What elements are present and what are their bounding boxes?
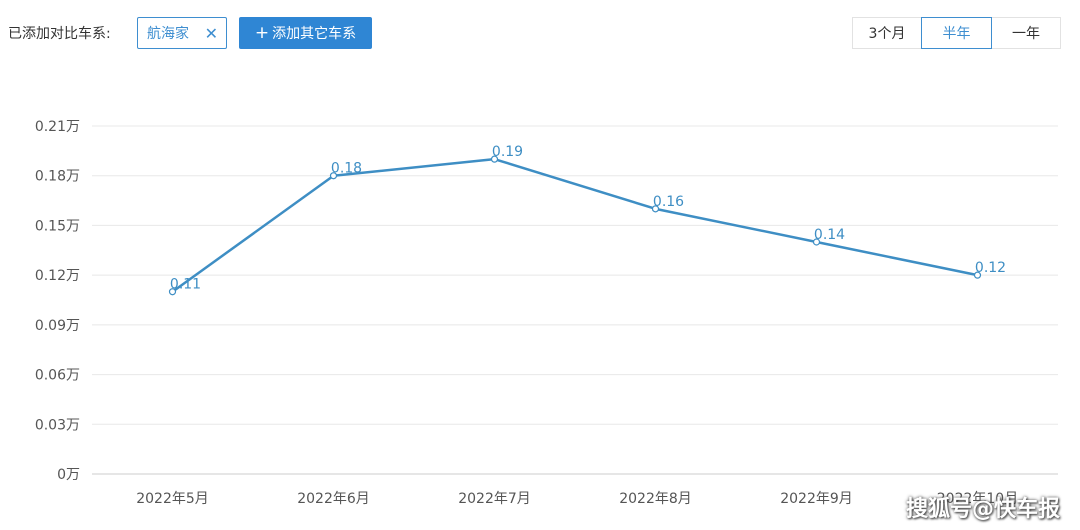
data-label: 0.16	[653, 194, 684, 210]
series-chip-hanghaijia[interactable]: 航海家 ✕	[137, 17, 227, 49]
y-tick-label: 0.12万	[35, 268, 80, 284]
data-point	[490, 155, 499, 163]
data-point	[329, 172, 338, 180]
series-line	[171, 157, 978, 293]
data-point	[651, 205, 660, 213]
data-point	[973, 271, 982, 279]
watermark: 搜狐号@快车报	[906, 497, 1061, 522]
x-tick-label: 2022年7月	[458, 491, 531, 507]
y-tick-label: 0.09万	[35, 318, 80, 334]
add-series-button[interactable]: + 添加其它车系	[239, 17, 372, 49]
added-series-label: 已添加对比车系:	[8, 26, 111, 42]
time-range-selector: 3个月 半年 一年	[852, 17, 1061, 49]
data-point	[812, 238, 821, 246]
x-tick-label: 2022年9月	[780, 491, 853, 507]
series-chip-label: 航海家	[147, 26, 189, 42]
range-half-year-label: 半年	[942, 26, 971, 42]
range-one-year-label: 一年	[1012, 26, 1040, 42]
y-tick-label: 0.18万	[35, 169, 80, 185]
data-label: 0.11	[170, 277, 201, 293]
range-3-months-label: 3个月	[868, 26, 906, 42]
y-tick-label: 0.06万	[35, 368, 80, 384]
x-tick-label: 2022年8月	[619, 491, 692, 507]
range-3-months-button[interactable]: 3个月	[852, 17, 922, 49]
data-label: 0.14	[814, 227, 845, 243]
x-tick-label: 2022年6月	[297, 491, 370, 507]
toolbar: 已添加对比车系: 航海家 ✕ + 添加其它车系 3个月 半年 一年	[0, 0, 1080, 70]
data-label: 0.18	[331, 161, 362, 177]
y-tick-label: 0万	[57, 467, 80, 483]
y-tick-label: 0.15万	[35, 218, 80, 234]
data-point	[168, 288, 177, 296]
y-tick-label: 0.03万	[35, 417, 80, 433]
x-tick-label: 2022年5月	[136, 491, 209, 507]
y-tick-label: 0.21万	[35, 119, 80, 135]
plus-icon: +	[254, 23, 270, 43]
data-label: 0.19	[492, 144, 523, 160]
x-tick-label: 2022年10月	[937, 491, 1018, 507]
add-series-button-label: 添加其它车系	[272, 26, 357, 42]
close-icon[interactable]: ✕	[204, 24, 218, 43]
range-half-year-button[interactable]: 半年	[921, 17, 992, 49]
data-label: 0.12	[975, 260, 1006, 276]
range-one-year-button[interactable]: 一年	[991, 17, 1061, 49]
